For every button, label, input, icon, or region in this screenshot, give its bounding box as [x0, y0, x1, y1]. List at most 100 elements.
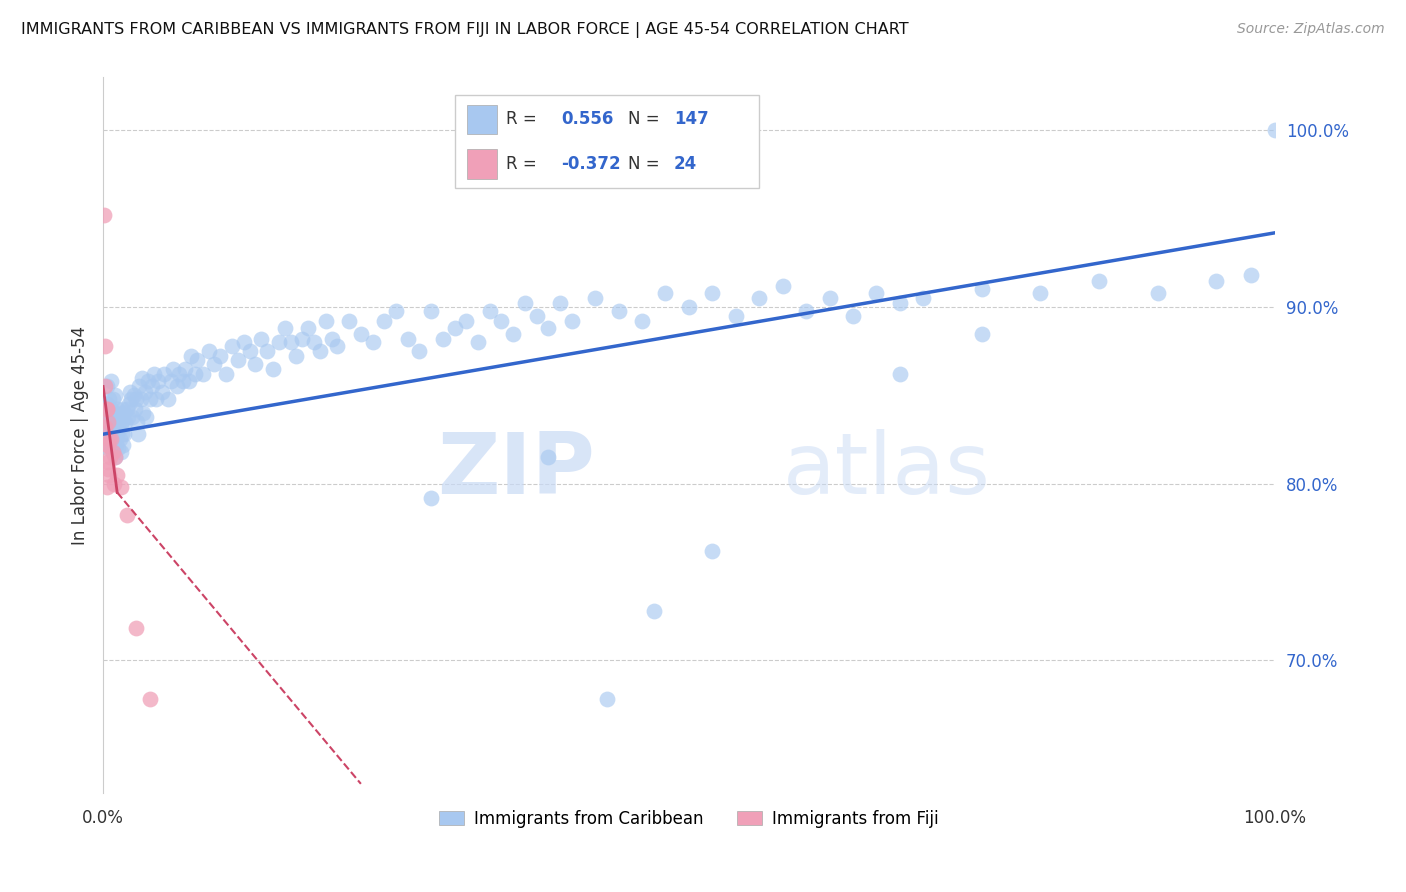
- Point: [97, 462, 120, 476]
- Y-axis label: In Labor Force | Age 45-54: In Labor Force | Age 45-54: [72, 326, 89, 544]
- Point: [100, 427, 122, 442]
- Point: [172, 374, 194, 388]
- Point: [101, 392, 124, 406]
- Point: [865, 285, 887, 300]
- Point: [1240, 268, 1263, 283]
- Point: [548, 296, 571, 310]
- Point: [135, 409, 157, 424]
- Point: [94, 420, 117, 434]
- Point: [302, 335, 325, 350]
- Point: [111, 402, 134, 417]
- Point: [177, 374, 200, 388]
- Point: [96, 438, 118, 452]
- Legend: Immigrants from Caribbean, Immigrants from Fiji: Immigrants from Caribbean, Immigrants fr…: [433, 803, 945, 834]
- Point: [315, 314, 337, 328]
- Point: [631, 314, 654, 328]
- Point: [104, 409, 127, 424]
- Text: IMMIGRANTS FROM CARIBBEAN VS IMMIGRANTS FROM FIJI IN LABOR FORCE | AGE 45-54 COR: IMMIGRANTS FROM CARIBBEAN VS IMMIGRANTS …: [21, 22, 908, 38]
- Point: [105, 402, 128, 417]
- Point: [100, 433, 122, 447]
- Point: [643, 604, 665, 618]
- Point: [432, 332, 454, 346]
- Point: [98, 424, 121, 438]
- Point: [654, 285, 676, 300]
- Point: [98, 433, 121, 447]
- Point: [98, 406, 121, 420]
- Point: [97, 438, 120, 452]
- Point: [226, 353, 249, 368]
- Point: [103, 433, 125, 447]
- Point: [396, 332, 419, 346]
- Point: [267, 335, 290, 350]
- Point: [443, 321, 465, 335]
- Point: [478, 303, 501, 318]
- Point: [156, 392, 179, 406]
- Point: [98, 392, 121, 406]
- Point: [794, 303, 817, 318]
- Point: [250, 332, 273, 346]
- Point: [125, 392, 148, 406]
- Point: [174, 361, 197, 376]
- Point: [678, 300, 700, 314]
- Point: [245, 357, 267, 371]
- Point: [128, 379, 150, 393]
- Point: [131, 370, 153, 384]
- Point: [115, 402, 138, 417]
- Point: [537, 450, 560, 464]
- Point: [607, 303, 630, 318]
- Point: [166, 379, 188, 393]
- Point: [112, 438, 135, 452]
- Point: [103, 476, 125, 491]
- Point: [702, 543, 724, 558]
- Point: [889, 296, 911, 310]
- Point: [97, 442, 120, 456]
- Point: [160, 374, 183, 388]
- Point: [120, 392, 142, 406]
- Point: [256, 344, 278, 359]
- Point: [94, 379, 117, 393]
- Point: [98, 450, 121, 464]
- Point: [889, 367, 911, 381]
- Point: [96, 402, 118, 417]
- Point: [110, 420, 132, 434]
- Point: [702, 285, 724, 300]
- Point: [112, 413, 135, 427]
- Point: [1264, 123, 1286, 137]
- Point: [105, 467, 128, 482]
- Point: [204, 357, 226, 371]
- Text: ZIP: ZIP: [437, 429, 595, 512]
- Point: [169, 367, 191, 381]
- Point: [111, 427, 134, 442]
- Point: [561, 314, 583, 328]
- Point: [772, 278, 794, 293]
- Point: [110, 445, 132, 459]
- Point: [118, 397, 141, 411]
- Point: [232, 335, 254, 350]
- Point: [337, 314, 360, 328]
- Point: [526, 309, 548, 323]
- Point: [93, 208, 115, 222]
- Point: [120, 384, 142, 399]
- Point: [1146, 285, 1168, 300]
- Point: [1029, 285, 1052, 300]
- Point: [122, 388, 145, 402]
- Point: [100, 402, 122, 417]
- Point: [121, 409, 143, 424]
- Point: [285, 350, 308, 364]
- Point: [456, 314, 478, 328]
- Point: [491, 314, 513, 328]
- Point: [162, 361, 184, 376]
- Point: [132, 406, 155, 420]
- Point: [107, 442, 129, 456]
- Point: [94, 339, 117, 353]
- Point: [103, 406, 125, 420]
- Point: [104, 450, 127, 464]
- Point: [502, 326, 524, 341]
- Point: [108, 406, 131, 420]
- Point: [150, 384, 173, 399]
- Point: [97, 415, 120, 429]
- Point: [142, 367, 165, 381]
- Point: [96, 397, 118, 411]
- Point: [970, 282, 993, 296]
- Point: [97, 409, 120, 424]
